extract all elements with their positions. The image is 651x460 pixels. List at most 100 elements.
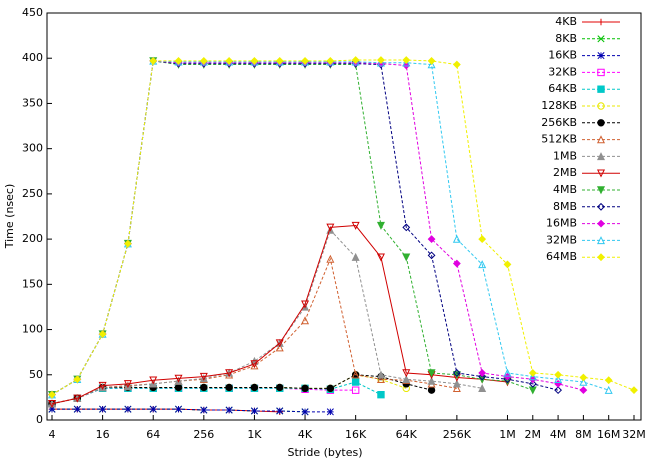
x-tick-label: 8M bbox=[575, 428, 592, 441]
data-point bbox=[376, 253, 385, 262]
data-point bbox=[427, 251, 436, 260]
y-tick-label: 100 bbox=[22, 323, 43, 336]
legend-label: 64MB bbox=[546, 250, 577, 263]
legend-marker bbox=[597, 35, 605, 43]
data-point bbox=[200, 406, 208, 414]
data-point bbox=[48, 405, 56, 413]
data-point bbox=[326, 223, 335, 232]
data-point bbox=[478, 372, 487, 381]
y-tick-label: 0 bbox=[36, 413, 43, 426]
data-point bbox=[579, 386, 588, 395]
data-point bbox=[427, 376, 436, 385]
data-point bbox=[225, 57, 234, 65]
data-point bbox=[199, 57, 208, 65]
legend-marker bbox=[597, 68, 605, 77]
data-point bbox=[376, 58, 385, 67]
data-point bbox=[452, 379, 461, 388]
data-point bbox=[123, 380, 132, 389]
data-point bbox=[174, 383, 183, 392]
data-point bbox=[250, 407, 258, 415]
data-point bbox=[200, 383, 208, 392]
x-tick-label: 2M bbox=[525, 428, 542, 441]
data-point bbox=[503, 368, 512, 377]
legend-marker bbox=[597, 102, 605, 110]
data-point bbox=[478, 260, 487, 269]
legend-label: 8KB bbox=[555, 32, 577, 45]
legend-label: 2MB bbox=[553, 166, 577, 179]
y-axis-label: Time (nsec) bbox=[3, 184, 16, 250]
legend-label: 4MB bbox=[553, 183, 577, 196]
data-point bbox=[604, 385, 613, 394]
data-point bbox=[478, 369, 487, 377]
y-tick-label: 350 bbox=[22, 96, 43, 109]
y-tick-label: 150 bbox=[22, 277, 43, 290]
x-tick-label: 1M bbox=[499, 428, 516, 441]
y-tick-label: 200 bbox=[22, 232, 43, 245]
x-tick-label: 1K bbox=[247, 428, 262, 441]
data-point bbox=[98, 381, 107, 390]
legend-marker bbox=[597, 219, 605, 228]
y-tick-label: 50 bbox=[29, 368, 43, 381]
x-tick-label: 64 bbox=[146, 428, 160, 441]
data-point bbox=[377, 56, 385, 64]
data-point bbox=[326, 384, 335, 393]
data-point bbox=[402, 253, 411, 262]
x-tick-label: 64K bbox=[396, 428, 418, 441]
data-point bbox=[301, 300, 310, 309]
data-point bbox=[351, 378, 360, 386]
data-point bbox=[402, 56, 411, 64]
data-point bbox=[427, 235, 436, 244]
data-point bbox=[604, 376, 613, 385]
data-point bbox=[351, 56, 360, 64]
data-point bbox=[351, 252, 360, 261]
data-point bbox=[376, 374, 385, 383]
data-point bbox=[427, 386, 436, 394]
data-point bbox=[174, 405, 183, 413]
data-point bbox=[554, 386, 562, 395]
data-point bbox=[225, 369, 234, 378]
data-point bbox=[250, 360, 259, 369]
legend-label: 128KB bbox=[541, 99, 577, 112]
x-tick-label: 4M bbox=[550, 428, 567, 441]
data-point bbox=[276, 383, 284, 392]
data-point bbox=[326, 254, 335, 263]
data-point bbox=[452, 259, 461, 268]
data-point bbox=[73, 375, 82, 384]
data-point bbox=[149, 57, 158, 65]
data-point bbox=[276, 407, 284, 415]
data-point bbox=[554, 374, 563, 383]
legend-label: 16KB bbox=[548, 49, 577, 62]
data-point bbox=[99, 405, 107, 413]
data-point bbox=[275, 343, 284, 352]
data-point bbox=[301, 384, 309, 393]
data-point bbox=[47, 400, 57, 409]
x-tick-label: 4 bbox=[49, 428, 56, 441]
data-point bbox=[301, 408, 309, 416]
data-point bbox=[402, 374, 411, 383]
data-point bbox=[478, 384, 487, 393]
data-point bbox=[225, 383, 233, 392]
data-point bbox=[528, 379, 537, 388]
legend-marker bbox=[597, 52, 605, 60]
legend-marker bbox=[597, 18, 605, 26]
data-point bbox=[402, 58, 411, 67]
y-tick-label: 450 bbox=[22, 6, 43, 19]
data-point bbox=[351, 370, 360, 379]
data-point bbox=[528, 372, 537, 381]
legend-marker bbox=[596, 236, 606, 245]
x-tick-label: 16M bbox=[597, 428, 621, 441]
data-point bbox=[149, 405, 157, 413]
data-point bbox=[199, 372, 208, 381]
legend-label: 8MB bbox=[553, 200, 577, 213]
legend-label: 64KB bbox=[548, 82, 577, 95]
plot-frame bbox=[46, 12, 642, 421]
data-point bbox=[301, 316, 310, 325]
data-point bbox=[630, 386, 638, 395]
data-point bbox=[326, 408, 334, 416]
x-axis-label: Stride (bytes) bbox=[287, 446, 362, 459]
data-point bbox=[376, 370, 385, 379]
data-point bbox=[250, 57, 259, 65]
data-point bbox=[351, 386, 360, 394]
legend-marker bbox=[597, 202, 605, 211]
